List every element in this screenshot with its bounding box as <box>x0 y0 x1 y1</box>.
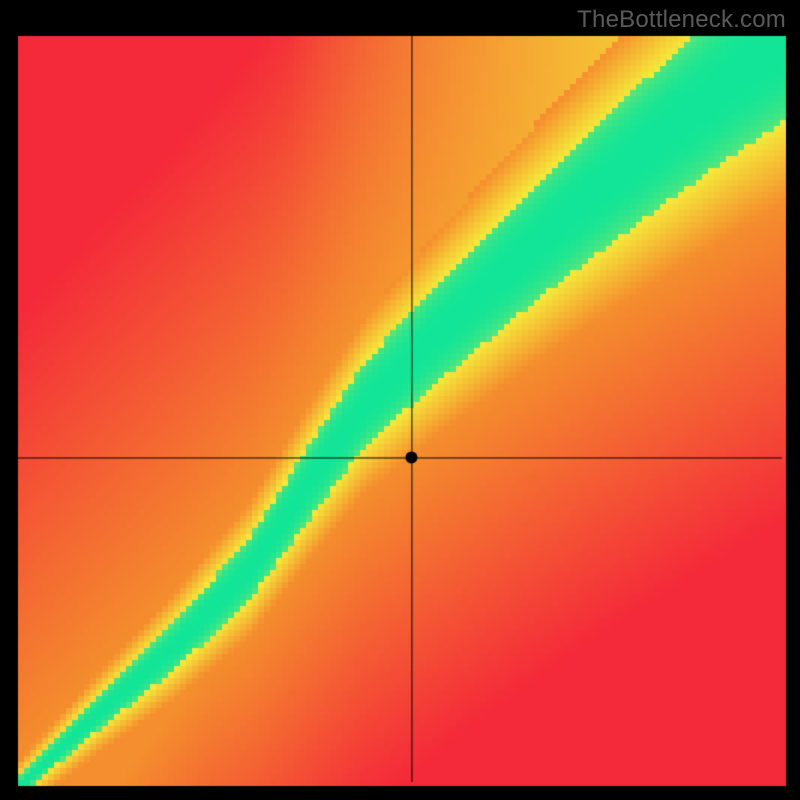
watermark-text: TheBottleneck.com <box>577 6 786 34</box>
chart-container: TheBottleneck.com <box>0 0 800 800</box>
heatmap-canvas <box>0 0 800 800</box>
